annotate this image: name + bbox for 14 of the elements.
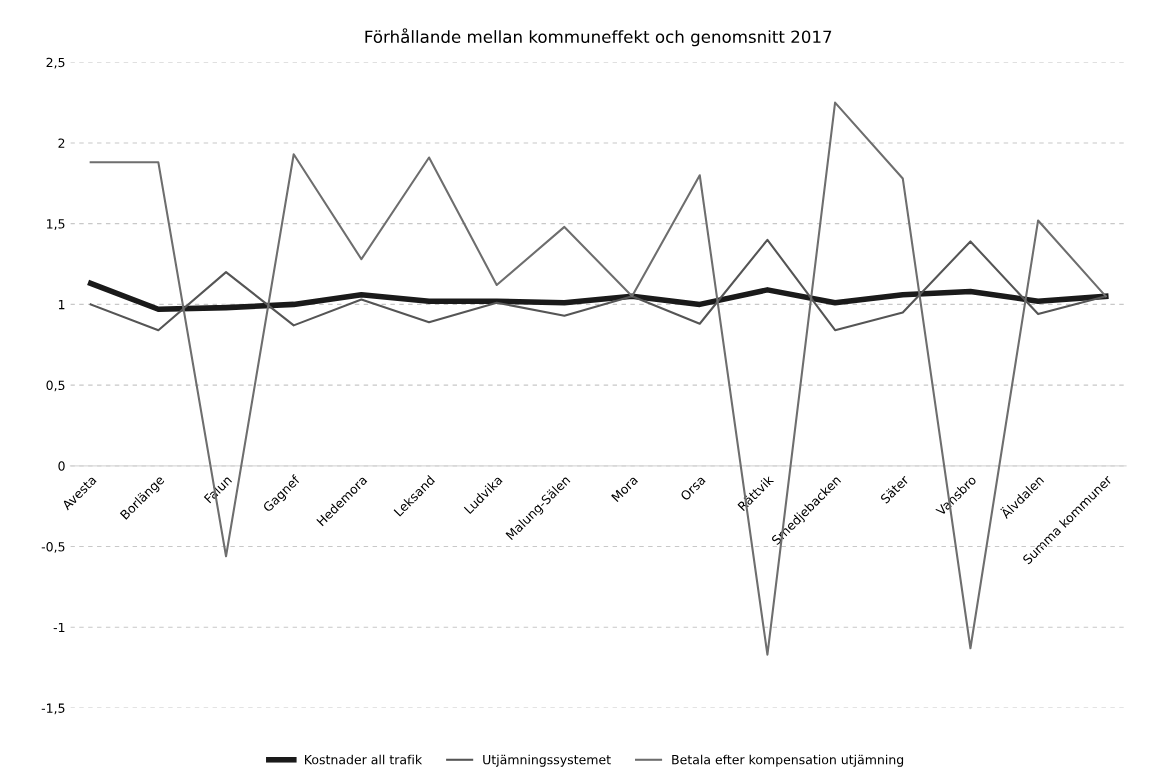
y-tick-label: -1 (53, 622, 65, 633)
y-tick-label: 0,5 (46, 380, 65, 392)
legend-label: Utjämningssystemet (483, 754, 611, 767)
legend-label: Betala efter kompensation utjämning (672, 754, 904, 767)
y-tick-label: 0 (58, 461, 65, 471)
y-tick-label: 2 (58, 138, 65, 148)
legend-label: Kostnader all trafik (305, 754, 423, 765)
y-tick-label: -0,5 (41, 542, 65, 553)
chart-title: Förhållande mellan kommuneffekt och genomsnitt 2017 (365, 28, 832, 47)
y-tick-label: 1,5 (47, 219, 65, 230)
y-tick-label: 1 (58, 300, 65, 310)
line-series (89, 238, 1107, 332)
y-tick-label: -1,5 (41, 703, 65, 715)
y-tick-label: 2,5 (46, 57, 65, 69)
